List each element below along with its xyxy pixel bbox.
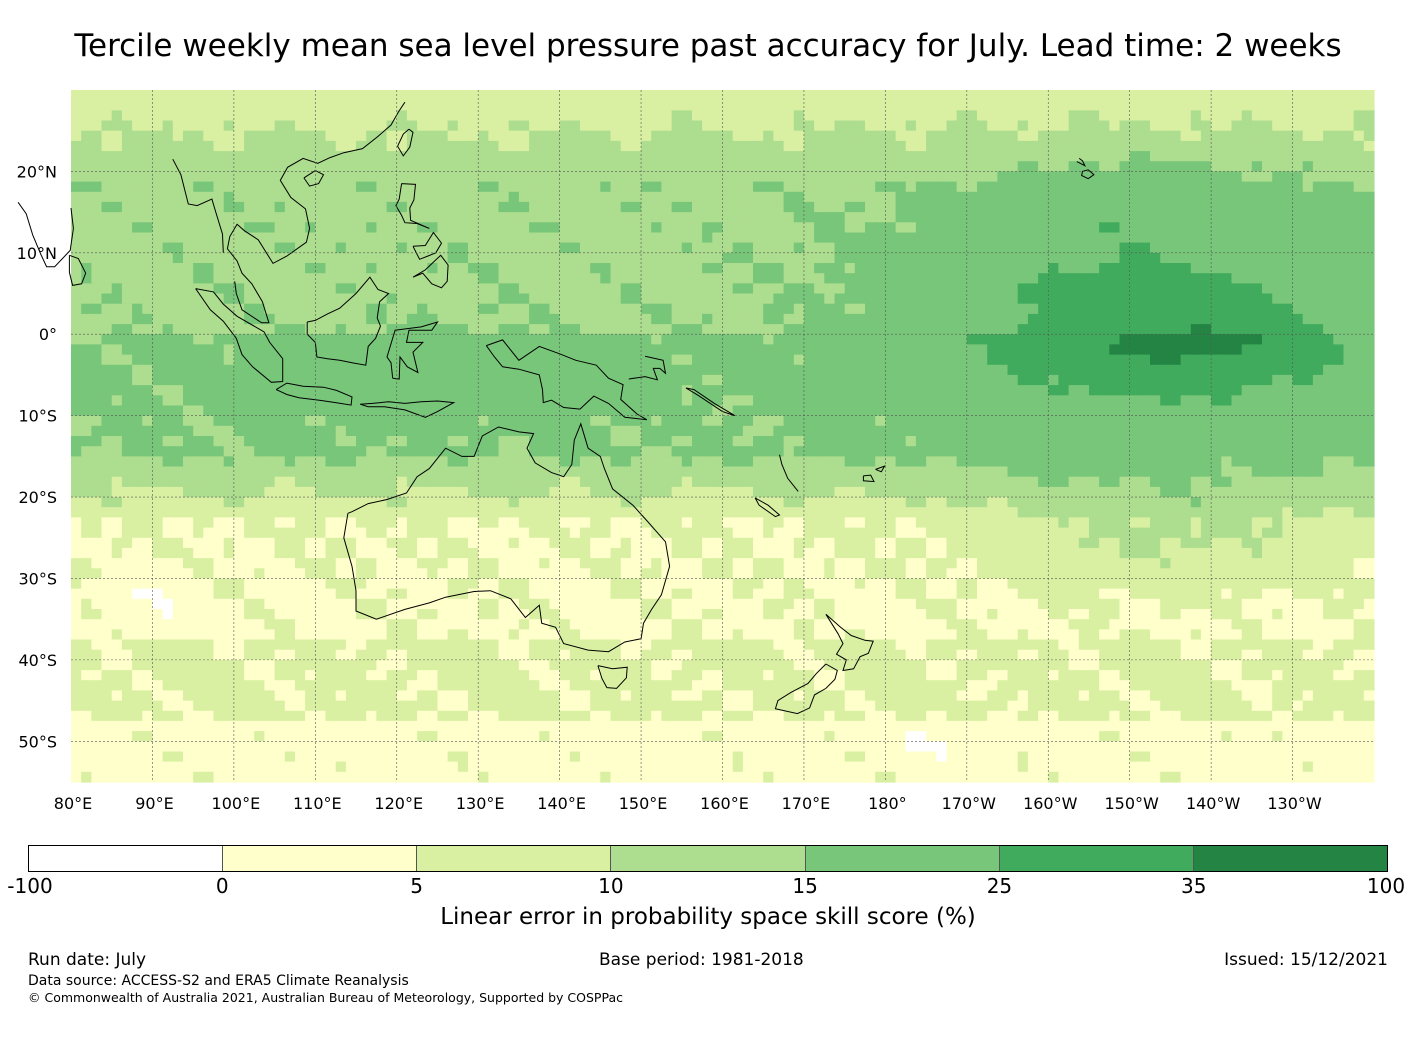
- coast-philippines-luzon: [395, 183, 430, 229]
- colorbar-segment: [417, 846, 612, 871]
- skill-score-map: 20°N 10°N 0° 10°S 20°S 30°S 40°S 50°S 80°E 90°E 1…: [17, 90, 1375, 813]
- lon-label: 140°E: [537, 794, 586, 813]
- colorbar-tick-label: 35: [1180, 874, 1207, 898]
- coast-taiwan: [397, 128, 414, 157]
- colorbar-tick-label: 100: [1366, 874, 1406, 898]
- colorbar-tick-label: 15: [792, 874, 818, 898]
- colorbar-segment: [29, 846, 224, 871]
- data-source: Data source: ACCESS-S2 and ERA5 Climate …: [28, 973, 409, 989]
- lon-label: 100°E: [212, 794, 261, 813]
- lat-label: 20°N: [17, 162, 57, 181]
- colorbar-segment: [805, 846, 1000, 871]
- coast-new-caledonia: [754, 497, 781, 518]
- lon-label: 140°W: [1186, 794, 1241, 813]
- base-period: Base period: 1981-2018: [599, 950, 804, 970]
- coast-asia-west: [17, 202, 74, 268]
- coast-tasmania: [597, 665, 628, 689]
- coast-lesser-sunda: [359, 400, 456, 418]
- lon-label: 160°E: [700, 794, 749, 813]
- coast-new-guinea: [485, 339, 648, 421]
- coast-sri-lanka: [68, 254, 87, 286]
- lat-label: 40°S: [18, 651, 57, 670]
- lon-label: 160°W: [1023, 794, 1078, 813]
- lon-label: 120°E: [374, 794, 423, 813]
- coast-philippines-central: [412, 231, 443, 260]
- coast-vanuatu: [779, 454, 799, 492]
- longitude-labels: 80°E 90°E 100°E 110°E 120°E 130°E 140°E 150°E 16…: [54, 794, 1322, 813]
- copyright: © Commonwealth of Australia 2021, Austra…: [28, 990, 623, 1005]
- issued-date: Issued: 15/12/2021: [1224, 950, 1388, 970]
- lon-label: 170°E: [782, 794, 831, 813]
- lon-label: 80°E: [54, 794, 92, 813]
- map-title: Tercile weekly mean sea level pressure p…: [74, 28, 1342, 64]
- coast-borneo: [306, 276, 390, 366]
- latitude-labels: 20°N 10°N 0° 10°S 20°S 30°S 40°S 50°S: [17, 162, 57, 751]
- lon-label: 170°W: [942, 794, 997, 813]
- graticule: [71, 90, 1374, 782]
- colorbar-segment: [611, 846, 806, 871]
- lon-label: 130°E: [456, 794, 505, 813]
- colorbar-tick-label: 25: [986, 874, 1013, 898]
- colorbar-segment: [1193, 846, 1387, 871]
- coast-myanmar: [172, 158, 224, 253]
- lat-label: 10°N: [17, 244, 57, 263]
- lon-label: 90°E: [135, 794, 173, 813]
- lon-label: 130°W: [1267, 794, 1322, 813]
- colorbar-tick-label: 0: [215, 874, 229, 898]
- coast-nz-north: [825, 613, 874, 672]
- colorbar-tick-label: 10: [598, 874, 624, 898]
- run-date: Run date: July: [28, 950, 147, 970]
- coast-bismarck: [628, 355, 667, 381]
- colorbar-segment: [999, 846, 1194, 871]
- coast-australia: [343, 422, 671, 653]
- coast-java: [275, 382, 353, 406]
- skill-score-field: [71, 90, 1375, 783]
- coast-vanua-levu: [875, 465, 886, 473]
- lon-label: 110°E: [293, 794, 342, 813]
- coast-fiji: [862, 474, 875, 483]
- lat-label: 10°S: [18, 407, 57, 426]
- lat-label: 50°S: [18, 732, 57, 751]
- coast-hainan: [303, 170, 325, 187]
- coast-sumatra: [195, 288, 284, 383]
- lat-label: 30°S: [18, 569, 57, 588]
- colorbar: [28, 845, 1388, 872]
- coastlines: [17, 101, 1095, 715]
- lon-label: 180°: [868, 794, 907, 813]
- lat-label: 20°S: [18, 488, 57, 507]
- lon-label: 150°W: [1105, 794, 1160, 813]
- coast-sulawesi: [386, 321, 439, 380]
- colorbar-tick-label: -100: [7, 874, 53, 898]
- colorbar-segment: [223, 846, 418, 871]
- coast-nz-south: [774, 663, 838, 715]
- coast-solomon: [685, 387, 735, 417]
- coast-philippines-mindanao: [412, 254, 449, 289]
- coast-asia-mainland: [226, 101, 406, 324]
- lon-label: 150°E: [619, 794, 668, 813]
- colorbar-tick-label: 5: [410, 874, 423, 898]
- coast-hawaii: [1076, 157, 1087, 167]
- lat-label: 0°: [39, 325, 57, 344]
- colorbar-label: Linear error in probability space skill …: [440, 904, 976, 930]
